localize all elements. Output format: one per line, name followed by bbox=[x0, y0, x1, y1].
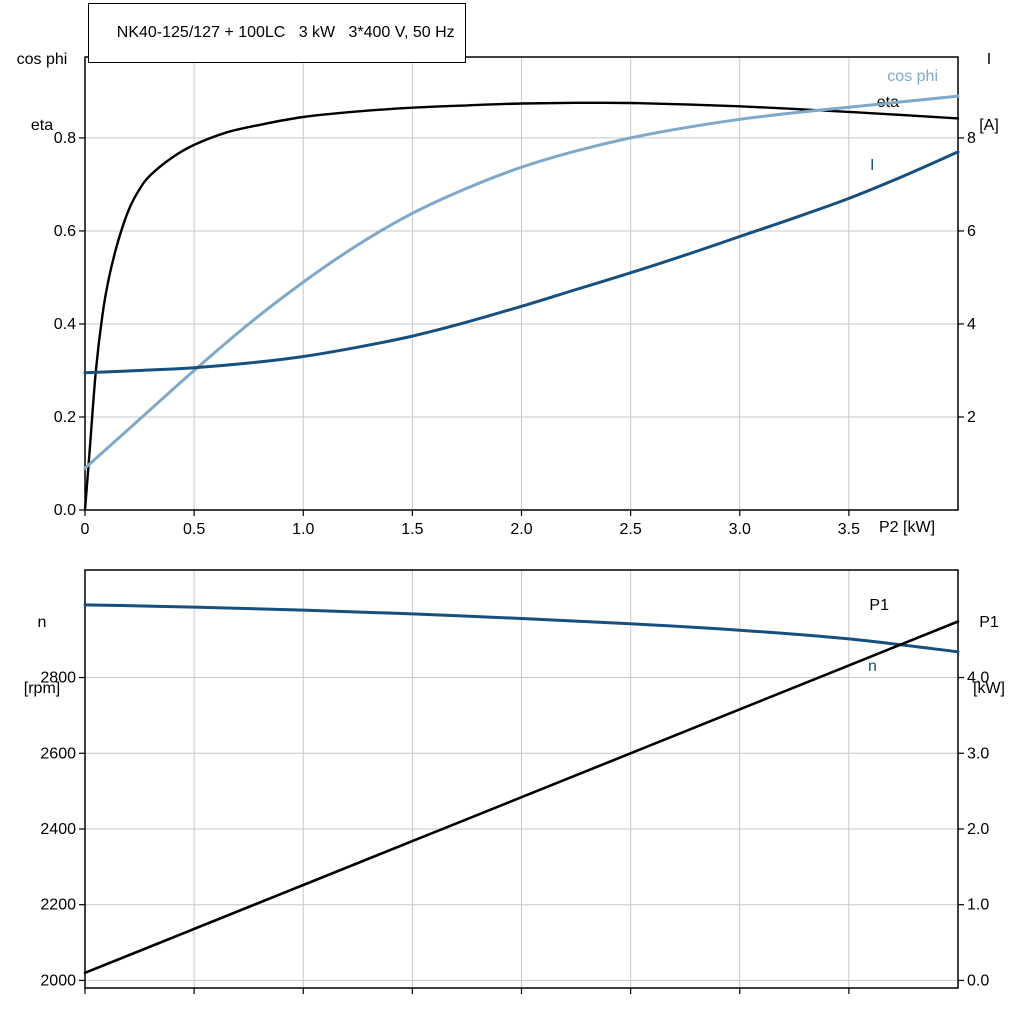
bottom-left-axis-title: n [rpm] bbox=[0, 568, 84, 744]
svg-text:2400: 2400 bbox=[40, 821, 76, 838]
power-unit-label: [kW] bbox=[973, 680, 1005, 697]
svg-text:n: n bbox=[868, 658, 877, 675]
svg-text:2200: 2200 bbox=[40, 897, 76, 914]
svg-text:2.0: 2.0 bbox=[967, 821, 989, 838]
chart-title-box: NK40-125/127 + 100LC 3 kW 3*400 V, 50 Hz bbox=[88, 3, 466, 63]
power-axis-label: P1 bbox=[979, 614, 999, 631]
bottom-right-axis-title: P1 [kW] bbox=[956, 568, 1022, 744]
svg-text:4: 4 bbox=[967, 316, 976, 333]
svg-text:6: 6 bbox=[967, 223, 976, 240]
svg-text:2.0: 2.0 bbox=[510, 521, 532, 538]
svg-text:2: 2 bbox=[967, 409, 976, 426]
svg-text:cos phi: cos phi bbox=[887, 68, 938, 85]
current-unit-label: [A] bbox=[979, 117, 999, 134]
svg-text:2000: 2000 bbox=[40, 972, 76, 989]
svg-text:0.6: 0.6 bbox=[54, 223, 76, 240]
svg-text:0.4: 0.4 bbox=[54, 316, 76, 333]
svg-text:0.8: 0.8 bbox=[54, 130, 76, 147]
svg-text:1.5: 1.5 bbox=[401, 521, 423, 538]
svg-text:I: I bbox=[870, 157, 874, 174]
speed-unit-label: [rpm] bbox=[23, 680, 61, 697]
svg-text:4.0: 4.0 bbox=[967, 670, 989, 687]
speed-axis-label: n bbox=[37, 614, 47, 631]
svg-text:2.5: 2.5 bbox=[620, 521, 642, 538]
cosphi-axis-label: cos phi bbox=[16, 51, 68, 68]
svg-text:0.0: 0.0 bbox=[967, 972, 989, 989]
svg-text:P1: P1 bbox=[869, 597, 889, 614]
eta-axis-label: eta bbox=[30, 117, 54, 134]
svg-text:2800: 2800 bbox=[40, 670, 76, 687]
svg-text:3.0: 3.0 bbox=[729, 521, 751, 538]
svg-text:0: 0 bbox=[81, 521, 90, 538]
svg-text:0.0: 0.0 bbox=[54, 502, 76, 519]
current-axis-label: I bbox=[986, 51, 992, 68]
svg-text:8: 8 bbox=[967, 130, 976, 147]
svg-text:1.0: 1.0 bbox=[967, 897, 989, 914]
svg-text:3.0: 3.0 bbox=[967, 745, 989, 762]
top-right-axis-title: I [A] bbox=[956, 5, 1022, 181]
top-left-axis-title: cos phi eta bbox=[0, 5, 84, 181]
svg-text:2600: 2600 bbox=[40, 745, 76, 762]
svg-text:0.5: 0.5 bbox=[183, 521, 205, 538]
x-axis-title: P2 [kW] bbox=[879, 519, 936, 536]
chart-title: NK40-125/127 + 100LC 3 kW 3*400 V, 50 Hz bbox=[116, 24, 455, 41]
svg-text:1.0: 1.0 bbox=[292, 521, 314, 538]
svg-text:3.5: 3.5 bbox=[838, 521, 860, 538]
svg-text:0.2: 0.2 bbox=[54, 409, 76, 426]
